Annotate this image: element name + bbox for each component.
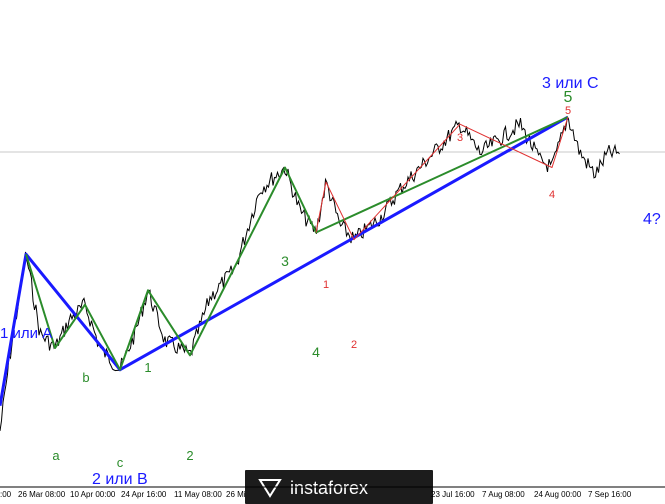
green-wave-count-line — [25, 116, 569, 371]
blue-wave-count-line — [0, 115, 569, 407]
wave-label: a — [52, 448, 60, 463]
wave-label: b — [82, 370, 89, 385]
wave-label: 2 — [351, 339, 357, 351]
x-tick-label: 7 Sep 16:00 — [588, 490, 632, 499]
wave-label: 1 — [323, 279, 329, 291]
x-tick-label: 11 May 08:00 — [174, 490, 222, 499]
wave-label: 4 — [312, 344, 320, 360]
x-tick-label: 23 Jul 16:00 — [431, 490, 475, 499]
instaforex-logo-icon — [258, 479, 282, 498]
wave-label: 3 или C — [542, 75, 599, 92]
x-tick-label: 26 Mi — [226, 490, 246, 499]
price-series — [0, 118, 620, 431]
x-tick-label: 26 Mar 08:00 — [18, 490, 66, 499]
wave-label: 2 — [186, 448, 193, 463]
wave-label: 4? — [643, 211, 661, 228]
wave-label: 1 или A — [0, 325, 52, 342]
wave-lines — [0, 115, 569, 407]
wave-label: 5 — [564, 89, 573, 106]
price-line — [0, 118, 620, 431]
x-tick-label: 24 Apr 16:00 — [121, 490, 167, 499]
wave-labels: 1 или A 2 или B 3 или C 4? a b c 1 2 3 4 5 1 2 3 4 5 — [0, 75, 661, 488]
x-axis: :00 26 Mar 08:00 10 Apr 00:00 24 Apr 16:… — [0, 486, 665, 499]
wave-label: 4 — [549, 189, 555, 201]
wave-label: 2 или B — [92, 471, 148, 488]
wave-label: c — [117, 455, 124, 470]
wave-label: 3 — [457, 132, 463, 144]
watermark-brand: instaforex — [290, 478, 368, 498]
wave-label: 3 — [281, 253, 289, 269]
x-tick-prefix: :00 — [0, 490, 12, 499]
x-tick-label: 7 Aug 08:00 — [482, 490, 525, 499]
x-tick-label: 24 Aug 00:00 — [534, 490, 582, 499]
x-tick-label: 10 Apr 00:00 — [70, 490, 116, 499]
wave-label: 1 — [144, 360, 151, 375]
wave-label: 5 — [565, 105, 571, 117]
red-wave-count-line — [315, 116, 569, 241]
